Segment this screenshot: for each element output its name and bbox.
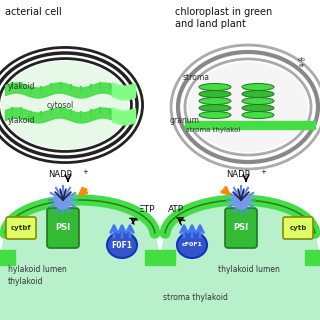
Ellipse shape	[242, 84, 274, 91]
Text: cytbf: cytbf	[11, 225, 31, 231]
Text: ATP: ATP	[168, 205, 184, 214]
Ellipse shape	[177, 232, 207, 258]
Ellipse shape	[242, 105, 274, 111]
Text: cytosol: cytosol	[46, 100, 74, 109]
Text: chloroplast in green
and land plant: chloroplast in green and land plant	[175, 7, 272, 28]
Text: F0F1: F0F1	[111, 241, 132, 250]
Ellipse shape	[199, 91, 231, 98]
Text: cytb: cytb	[289, 225, 307, 231]
Ellipse shape	[199, 84, 231, 91]
Text: +: +	[82, 169, 88, 175]
Text: +: +	[260, 169, 266, 175]
Text: hylakoid lumen: hylakoid lumen	[8, 265, 67, 274]
Text: PSI: PSI	[55, 223, 71, 233]
Text: ΞTP: ΞTP	[138, 205, 155, 214]
Polygon shape	[160, 200, 320, 320]
Circle shape	[54, 191, 72, 209]
Ellipse shape	[199, 111, 231, 118]
Ellipse shape	[242, 91, 274, 98]
Text: acterial cell: acterial cell	[5, 7, 62, 17]
FancyBboxPatch shape	[283, 217, 313, 239]
Text: thylakoid: thylakoid	[8, 277, 44, 286]
Text: thylakoid lumen: thylakoid lumen	[218, 265, 280, 274]
Text: NADP: NADP	[226, 170, 250, 179]
Circle shape	[232, 191, 250, 209]
Ellipse shape	[1, 61, 129, 149]
FancyBboxPatch shape	[47, 208, 79, 248]
Text: NADP: NADP	[48, 170, 72, 179]
Text: stroma thylakoid: stroma thylakoid	[163, 293, 228, 302]
Ellipse shape	[242, 98, 274, 105]
Ellipse shape	[199, 105, 231, 111]
FancyBboxPatch shape	[225, 208, 257, 248]
Text: ylakoid: ylakoid	[8, 116, 36, 124]
Ellipse shape	[107, 232, 137, 258]
Text: stroma thylakoi: stroma thylakoi	[186, 127, 240, 133]
Text: ob
er: ob er	[297, 57, 305, 68]
Ellipse shape	[199, 98, 231, 105]
Text: PSI: PSI	[233, 223, 249, 233]
Ellipse shape	[242, 111, 274, 118]
Ellipse shape	[188, 62, 308, 152]
Text: stroma: stroma	[183, 73, 210, 82]
Text: granum: granum	[170, 116, 200, 125]
FancyBboxPatch shape	[6, 217, 36, 239]
Text: ylakoid: ylakoid	[8, 82, 36, 91]
Polygon shape	[0, 200, 160, 320]
Text: cF0F1: cF0F1	[181, 243, 203, 247]
